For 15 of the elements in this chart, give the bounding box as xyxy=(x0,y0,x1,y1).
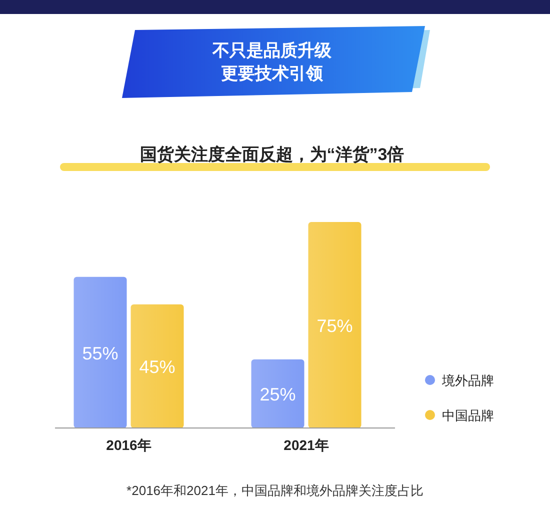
legend-label: 境外品牌 xyxy=(441,373,494,388)
data-label: 45% xyxy=(139,357,176,378)
x-tick-label: 2016年 xyxy=(106,437,152,453)
chart-subtitle: 国货关注度全面反超，为“洋货”3倍 xyxy=(140,145,404,164)
bar xyxy=(130,304,184,428)
bar xyxy=(308,222,362,428)
x-tick-label: 2021年 xyxy=(284,437,329,453)
data-label: 75% xyxy=(316,316,353,336)
data-label: 55% xyxy=(82,343,118,364)
legend-label: 中国品牌 xyxy=(442,408,494,423)
data-label: 25% xyxy=(260,384,296,405)
text: *2016年和2021年，中国品牌和境外品牌关注度占比 xyxy=(126,483,424,498)
chart-title: 不只是品质升级更要技术引领 xyxy=(212,41,332,83)
bar xyxy=(251,359,304,428)
bar xyxy=(74,276,127,428)
